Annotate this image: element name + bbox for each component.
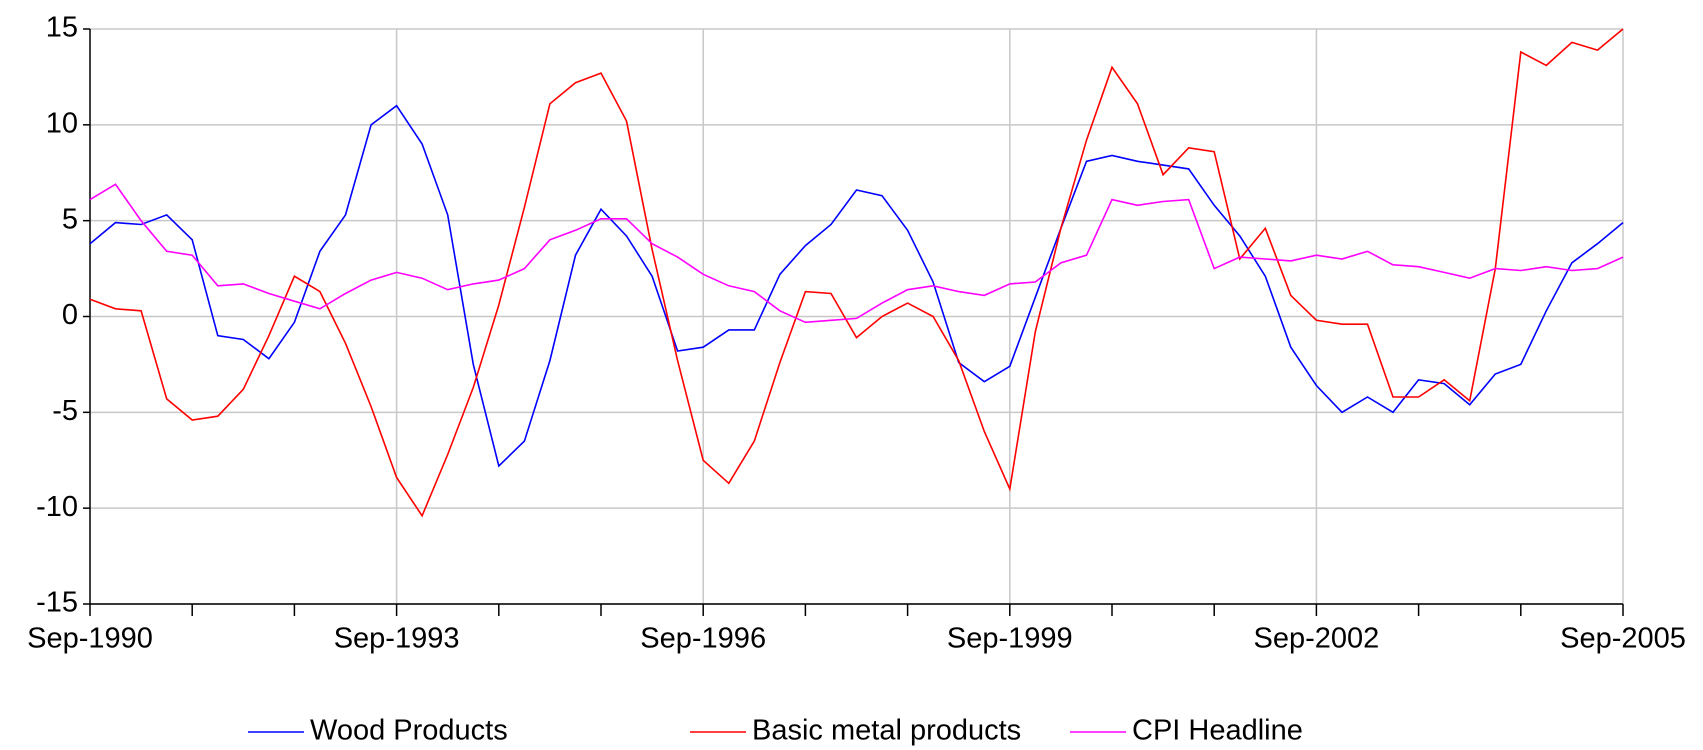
x-tick-label: Sep-2005	[1560, 623, 1686, 655]
x-tick-label: Sep-1993	[334, 623, 460, 655]
y-tick-label: 5	[62, 203, 78, 235]
y-tick-label: -10	[36, 491, 78, 523]
legend-label: CPI Headline	[1132, 715, 1303, 747]
x-tick-label: Sep-1996	[640, 623, 766, 655]
series-line	[89, 104, 1624, 468]
legend-label: Wood Products	[310, 715, 508, 747]
series-line	[89, 183, 1624, 324]
y-tick-label: 15	[46, 12, 78, 44]
y-tick-label: -15	[36, 587, 78, 619]
x-tick-label: Sep-2002	[1254, 623, 1380, 655]
x-tick-label: Sep-1999	[947, 623, 1073, 655]
y-tick-label: 0	[62, 299, 78, 331]
y-tick-label: 10	[46, 107, 78, 139]
x-tick-label: Sep-1990	[27, 623, 153, 655]
y-tick-label: -5	[52, 395, 78, 427]
series-line	[89, 28, 1624, 518]
legend-label: Basic metal products	[752, 715, 1021, 747]
